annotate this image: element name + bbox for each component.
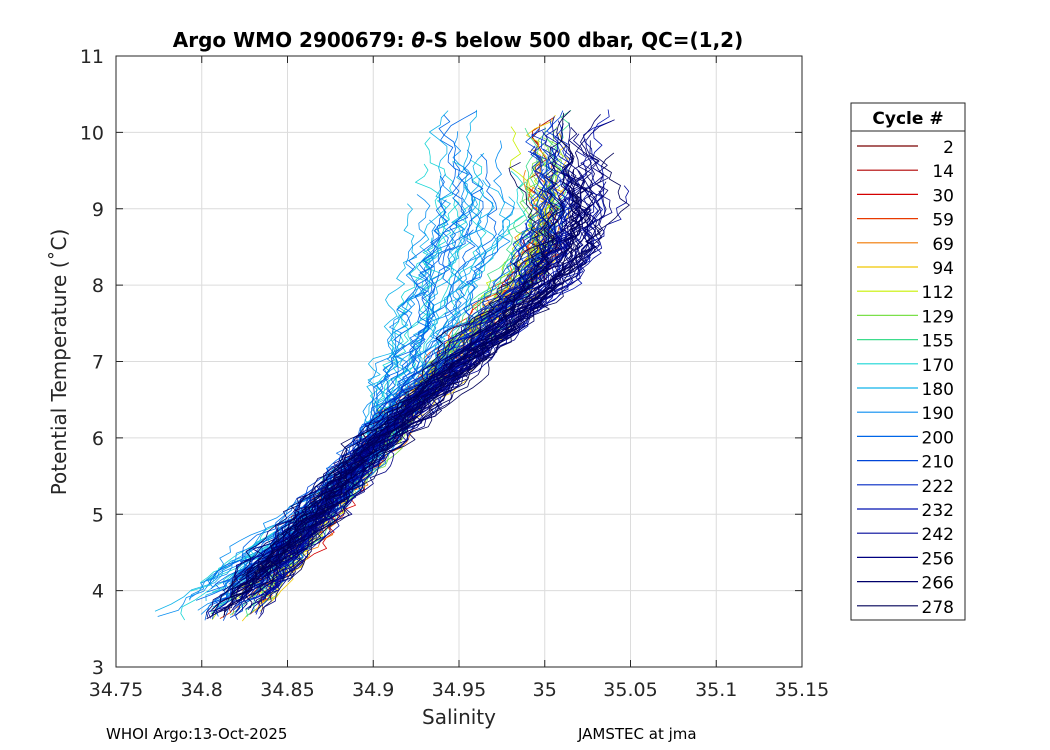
x-tick-label: 35.15 (775, 679, 829, 701)
profile-curve (245, 211, 554, 609)
y-tick-label: 4 (92, 581, 104, 603)
legend-label: 222 (922, 477, 954, 497)
y-axis-label: Potential Temperature (˚C) (47, 229, 71, 496)
ticks: 34.75 34.8 34.85 34.9 34.95 35 35.05 35.1 35.153… (80, 46, 829, 701)
x-tick-label: 34.95 (432, 679, 486, 701)
x-tick-label: 35.05 (603, 679, 657, 701)
x-tick-label: 35 (533, 679, 557, 701)
profile-lines (154, 109, 630, 622)
footer-right: JAMSTEC at jma (578, 725, 697, 743)
title-theta: θ (411, 28, 425, 52)
y-tick-label: 10 (80, 122, 104, 144)
profile-curve (245, 156, 603, 582)
profile-curve (274, 199, 566, 581)
x-tick-label: 34.75 (89, 679, 143, 701)
profile-curve (214, 187, 558, 614)
legend-label: 170 (922, 356, 954, 376)
profile-curve (157, 173, 452, 617)
x-tick-label: 34.85 (260, 679, 314, 701)
y-tick-label: 6 (92, 428, 104, 450)
y-tick-label: 11 (80, 46, 104, 68)
legend-label: 210 (922, 453, 954, 473)
legend-label: 278 (922, 598, 954, 618)
profile-curve (229, 232, 557, 598)
profile-curve (247, 146, 558, 594)
y-tick-label: 5 (92, 504, 104, 526)
profile-curve (206, 138, 597, 620)
legend-label: 190 (922, 404, 954, 424)
legend-label: 256 (922, 549, 954, 569)
y-tick-label: 8 (92, 275, 104, 297)
chart-title: Argo WMO 2900679: θ-S below 500 dbar, QC… (173, 28, 743, 52)
y-tick-label: 9 (92, 199, 104, 221)
legend-label: 2 (943, 138, 954, 158)
profile-curve (240, 161, 540, 588)
legend-label: 69 (932, 235, 954, 255)
profile-curve (212, 152, 630, 610)
legend-label: 266 (922, 574, 954, 594)
x-tick-label: 35.1 (695, 679, 737, 701)
x-axis-label: Salinity (422, 705, 496, 729)
y-tick-label: 3 (92, 657, 104, 679)
y-tick-label: 7 (92, 352, 104, 374)
legend-box (850, 102, 966, 621)
profile-curve (208, 154, 498, 585)
profile-curve (287, 155, 591, 582)
legend-label: 59 (932, 211, 954, 231)
profile-curve (255, 169, 584, 590)
profile-curve (223, 224, 603, 618)
legend-title: Cycle # (872, 109, 943, 129)
legend-entries: 2 14 30 59 69 94 112 129 155 170 180 190 200 210 222 23… (857, 138, 954, 618)
profile-curve (230, 114, 601, 601)
legend-label: 200 (922, 428, 954, 448)
x-tick-label: 34.8 (181, 679, 223, 701)
legend-label: 112 (922, 283, 954, 303)
legend: Cycle # 2 14 30 59 69 94 112 129 155 170 180 190 200… (850, 102, 966, 621)
profile-curve (210, 110, 582, 618)
legend-label: 180 (922, 380, 954, 400)
legend-label: 129 (922, 307, 954, 327)
profile-curve (210, 114, 474, 590)
legend-label: 14 (932, 162, 954, 182)
legend-label: 94 (932, 259, 954, 279)
legend-label: 155 (922, 332, 954, 352)
profile-curve (281, 232, 571, 579)
profile-curve (206, 178, 594, 619)
footer-left: WHOI Argo:13-Oct-2025 (106, 725, 288, 743)
title-part-2: -S below 500 dbar, QC=(1,2) (425, 28, 743, 52)
title-part-1: Argo WMO 2900679: (173, 28, 412, 52)
legend-label: 30 (932, 186, 954, 206)
legend-label: 242 (922, 525, 954, 545)
profile-curve (242, 140, 609, 577)
legend-label: 232 (922, 501, 954, 521)
profile-curve (224, 112, 566, 613)
x-tick-label: 34.9 (352, 679, 394, 701)
